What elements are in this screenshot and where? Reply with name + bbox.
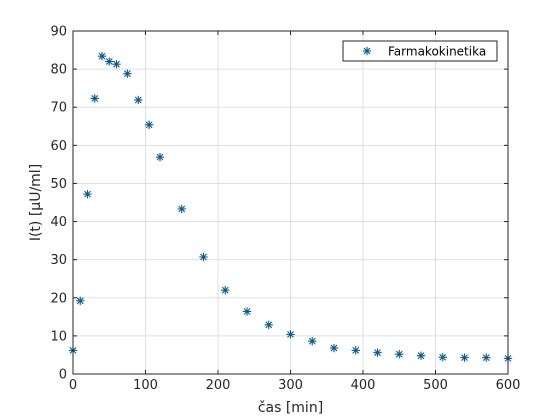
data-point bbox=[90, 94, 99, 103]
y-tick-label: 70 bbox=[50, 101, 67, 116]
data-point bbox=[97, 51, 107, 61]
x-axis-label: čas [min] bbox=[258, 400, 323, 416]
data-point bbox=[83, 189, 92, 199]
x-tick-label: 600 bbox=[496, 378, 521, 393]
data-point bbox=[416, 351, 426, 360]
data-point bbox=[123, 69, 132, 78]
data-point bbox=[286, 330, 295, 339]
data-point bbox=[308, 337, 317, 346]
y-tick-label: 10 bbox=[50, 329, 67, 344]
data-point bbox=[460, 353, 469, 362]
y-tick-label: 30 bbox=[50, 253, 67, 268]
data-point bbox=[242, 307, 252, 316]
y-tick-label: 80 bbox=[50, 63, 67, 78]
legend-marker bbox=[362, 46, 372, 56]
y-tick-label: 40 bbox=[50, 215, 67, 230]
legend-marker-asterisk bbox=[362, 46, 372, 56]
y-tick-label: 0 bbox=[59, 368, 67, 383]
y-tick-label: 50 bbox=[50, 177, 67, 192]
data-point bbox=[105, 57, 114, 66]
data-point bbox=[264, 320, 273, 330]
y-axis-label: I(t) [μU/ml] bbox=[28, 164, 44, 241]
data-point bbox=[144, 120, 154, 129]
data-point bbox=[221, 285, 230, 295]
legend-label: Farmakokinetika bbox=[388, 45, 486, 59]
x-tick-label: 500 bbox=[423, 378, 448, 393]
legend-box bbox=[342, 40, 498, 62]
x-tick-label: 100 bbox=[133, 378, 158, 393]
data-point bbox=[76, 296, 85, 306]
axis-tick-labels: 0 100 200 300 400 500 600 0 10 20 30 40 50 60 70 80 90 bbox=[50, 25, 520, 394]
data-point bbox=[155, 152, 165, 162]
data-point bbox=[199, 252, 208, 262]
data-point bbox=[482, 353, 491, 362]
x-tick-label: 200 bbox=[206, 378, 231, 393]
y-tick-label: 20 bbox=[50, 291, 67, 306]
data-point bbox=[112, 59, 121, 69]
x-tick-label: 0 bbox=[69, 378, 77, 393]
y-tick-label: 60 bbox=[50, 139, 67, 154]
data-point bbox=[351, 346, 360, 355]
data-point bbox=[395, 349, 404, 359]
x-tick-label: 300 bbox=[278, 378, 303, 393]
data-point bbox=[438, 353, 447, 362]
data-points bbox=[68, 51, 513, 363]
x-tick-label: 400 bbox=[351, 378, 376, 393]
data-point bbox=[177, 204, 186, 214]
axis-ticks bbox=[72, 30, 509, 375]
data-point bbox=[329, 343, 339, 353]
data-point bbox=[134, 95, 143, 105]
legend: Farmakokinetika bbox=[342, 40, 498, 62]
y-tick-label: 90 bbox=[50, 25, 67, 40]
data-point bbox=[373, 348, 382, 357]
